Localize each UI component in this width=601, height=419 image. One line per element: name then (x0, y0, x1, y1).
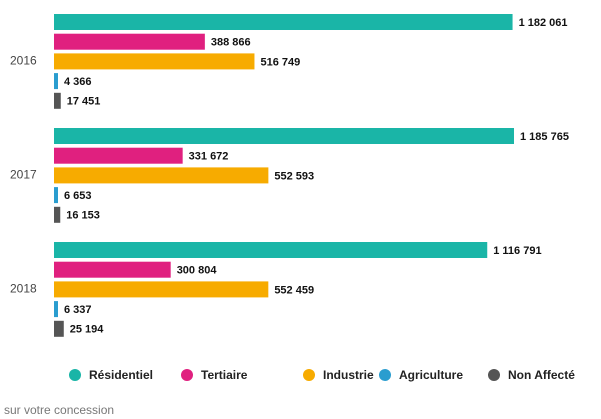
value-label: 552 459 (274, 284, 314, 296)
value-label: 1 185 765 (520, 131, 569, 143)
legend-label: Tertiaire (201, 368, 248, 382)
legend-label: Résidentiel (89, 368, 153, 382)
value-label: 331 672 (189, 151, 229, 163)
value-label: 16 153 (66, 210, 100, 222)
footnote: sur votre concession (4, 403, 114, 417)
bar (54, 320, 64, 337)
value-label: 1 182 061 (519, 17, 568, 29)
legend-swatch (69, 369, 81, 381)
bar (54, 281, 269, 298)
value-label: 6 653 (64, 190, 92, 202)
bar (54, 261, 171, 278)
value-label: 17 451 (67, 96, 101, 108)
y-tick-label: 2018 (10, 282, 37, 296)
value-label: 516 749 (260, 56, 300, 68)
bar (54, 92, 61, 109)
bar (54, 301, 58, 318)
y-tick-label: 2016 (10, 54, 37, 68)
bar (54, 53, 255, 70)
bar (54, 206, 61, 223)
legend-label: Industrie (323, 368, 374, 382)
bar (54, 187, 58, 204)
value-label: 25 194 (70, 324, 105, 336)
value-label: 4 366 (64, 76, 92, 88)
bar (54, 33, 205, 50)
y-tick-label: 2017 (10, 168, 37, 182)
legend-swatch (303, 369, 315, 381)
value-label: 300 804 (177, 265, 218, 277)
value-label: 6 337 (64, 304, 92, 316)
bar (54, 147, 183, 164)
legend-swatch (488, 369, 500, 381)
bar (54, 167, 269, 184)
legend-swatch (379, 369, 391, 381)
bar (54, 128, 514, 144)
legend-swatch (181, 369, 193, 381)
legend-label: Non Affecté (508, 368, 575, 382)
value-label: 552 593 (274, 170, 314, 182)
bar (54, 14, 513, 30)
bar (54, 73, 58, 90)
value-label: 1 116 791 (493, 245, 541, 257)
value-label: 388 866 (211, 37, 251, 49)
bar (54, 242, 488, 258)
legend-label: Agriculture (399, 368, 463, 382)
